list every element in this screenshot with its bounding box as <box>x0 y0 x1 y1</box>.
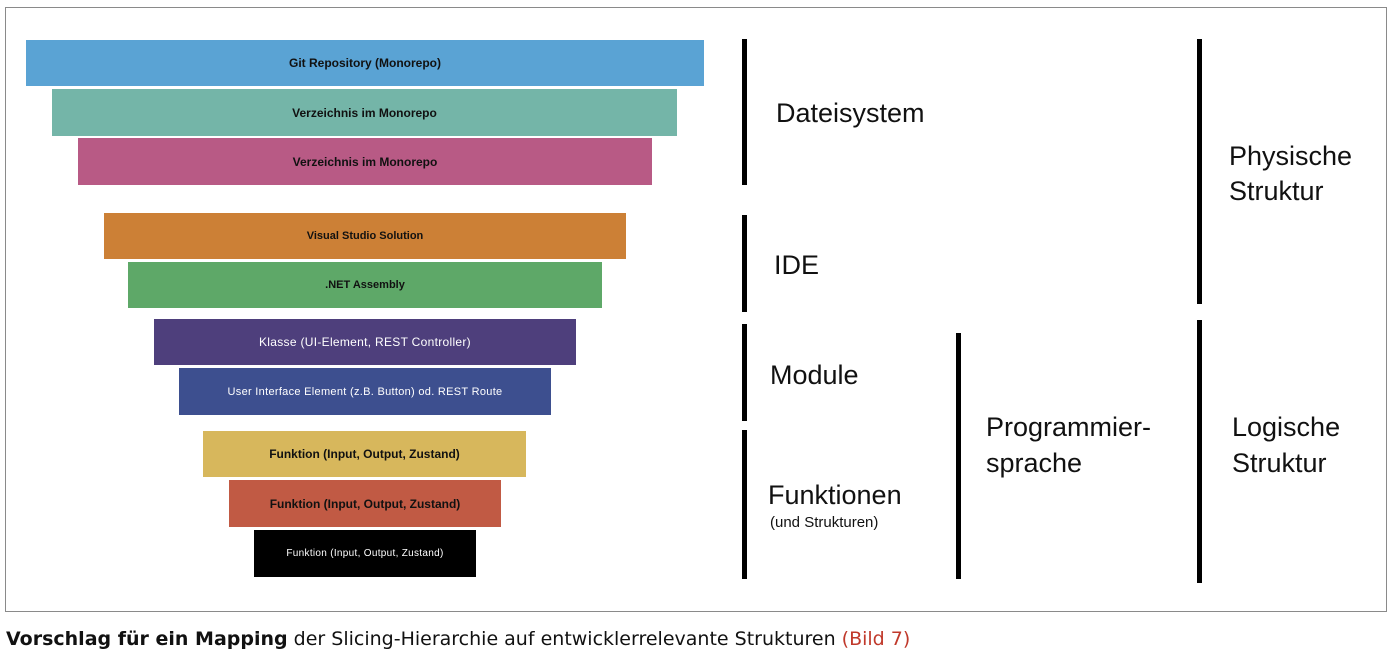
caption-text: der Slicing-Hierarchie auf entwicklerrel… <box>287 628 842 650</box>
layer-funktion-1: Funktion (Input, Output, Zustand) <box>203 431 526 477</box>
bracket-physische-struktur <box>1197 39 1202 304</box>
label-logische-line1: Logische <box>1232 412 1341 442</box>
layer-net-assembly: .NET Assembly <box>128 262 602 308</box>
layer-verzeichnis-2: Verzeichnis im Monorepo <box>78 138 652 185</box>
layer-visual-studio-solution: Visual Studio Solution <box>104 213 626 259</box>
figure-caption: Vorschlag für ein Mapping der Slicing-Hi… <box>6 628 910 650</box>
layer-verzeichnis-1: Verzeichnis im Monorepo <box>52 89 677 136</box>
bracket-programmiersprache <box>956 333 961 579</box>
bracket-dateisystem <box>742 39 747 185</box>
caption-figure-ref[interactable]: (Bild 7) <box>841 628 911 650</box>
label-physische-line2: Struktur <box>1229 176 1324 206</box>
layer-git-repository: Git Repository (Monorepo) <box>26 40 704 86</box>
bracket-logische-struktur <box>1197 320 1202 583</box>
label-dateisystem: Dateisystem <box>776 98 925 128</box>
bracket-module <box>742 324 747 421</box>
label-programmiersprache-line1: Programmier- <box>986 412 1152 442</box>
layer-klasse: Klasse (UI-Element, REST Controller) <box>154 319 576 365</box>
label-funktionen: Funktionen <box>768 480 902 510</box>
label-module: Module <box>770 360 859 390</box>
layer-ui-element: User Interface Element (z.B. Button) od.… <box>179 368 551 415</box>
label-physische-line1: Physische <box>1229 141 1353 171</box>
label-logische-line2: Struktur <box>1232 448 1327 478</box>
bracket-ide <box>742 215 747 312</box>
bracket-funktionen <box>742 430 747 579</box>
label-ide: IDE <box>774 250 820 280</box>
caption-bold: Vorschlag für ein Mapping <box>6 628 288 650</box>
layer-funktion-3: Funktion (Input, Output, Zustand) <box>254 530 476 577</box>
layer-funktion-2: Funktion (Input, Output, Zustand) <box>229 480 501 527</box>
label-funktionen-sub: (und Strukturen) <box>770 514 879 531</box>
label-programmiersprache-line2: sprache <box>986 448 1083 478</box>
